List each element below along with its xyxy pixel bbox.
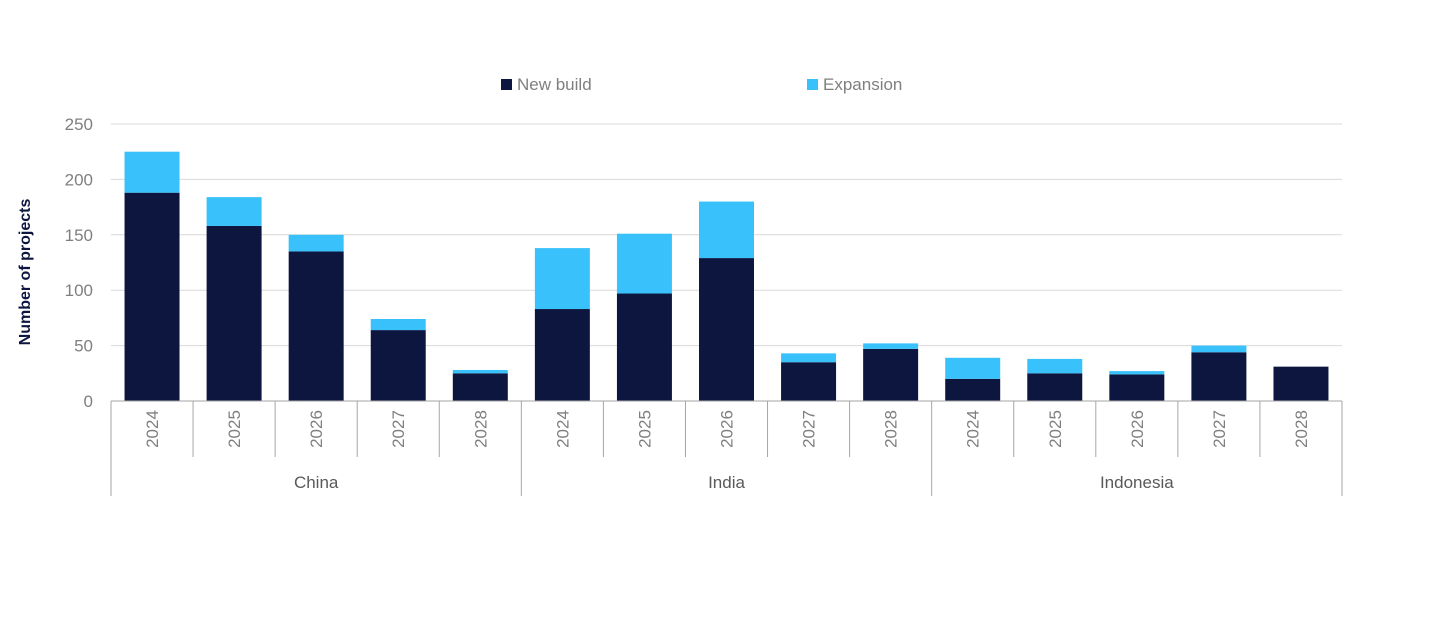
bar-expansion — [616, 233, 672, 294]
bar-expansion — [124, 151, 180, 193]
bar-expansion — [370, 319, 426, 331]
legend: New build Expansion — [501, 75, 902, 94]
bar-new-build — [534, 309, 590, 401]
x-tick-label: 2028 — [471, 410, 490, 448]
bar-expansion — [288, 234, 344, 252]
x-tick-label: 2026 — [1128, 410, 1147, 448]
bar-expansion — [534, 248, 590, 310]
x-tick-label: 2024 — [964, 410, 983, 448]
bar-expansion — [781, 353, 837, 363]
bar-expansion — [1191, 345, 1247, 353]
y-tick-label: 50 — [74, 337, 93, 356]
x-tick-label: 2025 — [635, 410, 654, 448]
x-tick-label: 2027 — [1210, 410, 1229, 448]
bar-new-build — [1191, 352, 1247, 401]
bar-new-build — [288, 251, 344, 401]
y-tick-label: 150 — [65, 226, 93, 245]
y-tick-label: 200 — [65, 170, 93, 189]
y-tick-label: 100 — [65, 281, 93, 300]
bar-new-build — [452, 373, 508, 401]
bar-new-build — [370, 330, 426, 401]
bar-expansion — [699, 201, 754, 259]
bar-new-build — [1027, 373, 1083, 401]
legend-swatch — [807, 79, 818, 90]
x-axis: 2024 2025 2026 2027 2028 2024 2025 2026 2027 2028… — [110, 400, 1343, 496]
bar-new-build — [863, 348, 919, 401]
y-axis-ticks: 0 50 100 150 200 250 — [65, 115, 93, 411]
bar-new-build — [124, 192, 180, 401]
bar-expansion — [1027, 358, 1083, 374]
y-tick-label: 250 — [65, 115, 93, 134]
bars — [124, 151, 1329, 401]
x-tick-label: 2026 — [307, 410, 326, 448]
group-label: Indonesia — [1100, 473, 1174, 492]
bar-new-build — [781, 362, 837, 401]
group-label: India — [708, 473, 745, 492]
x-tick-label: 2028 — [1292, 410, 1311, 448]
bar-expansion — [206, 197, 262, 226]
bar-expansion — [945, 357, 1001, 379]
x-tick-label: 2025 — [225, 410, 244, 448]
bar-expansion — [1109, 371, 1165, 375]
bar-new-build — [616, 293, 672, 401]
bar-new-build — [945, 378, 1001, 401]
legend-label: New build — [517, 75, 592, 94]
x-tick-label: 2028 — [882, 410, 901, 448]
x-tick-label: 2024 — [553, 410, 572, 448]
bar-new-build — [206, 225, 262, 401]
legend-swatch — [501, 79, 512, 90]
bar-new-build — [699, 258, 754, 401]
y-tick-label: 0 — [84, 392, 93, 411]
bar-expansion — [452, 369, 508, 374]
legend-label: Expansion — [823, 75, 902, 94]
x-tick-label: 2025 — [1046, 410, 1065, 448]
bar-new-build — [1109, 374, 1165, 401]
bar-expansion — [863, 343, 919, 349]
x-tick-label: 2024 — [143, 410, 162, 448]
bar-new-build — [1273, 366, 1329, 401]
x-tick-label: 2027 — [389, 410, 408, 448]
y-axis-label: Number of projects — [17, 199, 34, 346]
x-tick-label: 2027 — [800, 410, 819, 448]
group-label: China — [294, 473, 339, 492]
x-tick-label: 2026 — [718, 410, 737, 448]
